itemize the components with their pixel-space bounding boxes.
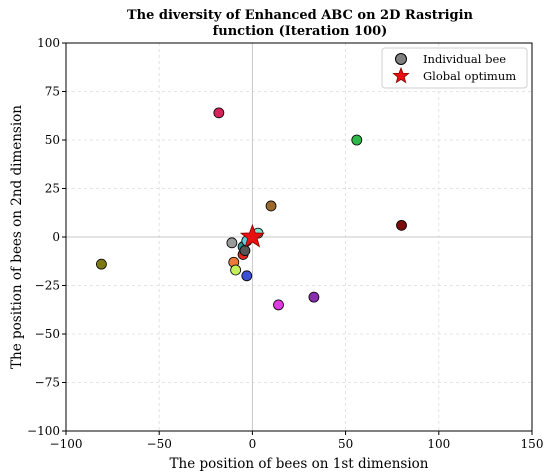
bee-point bbox=[308, 291, 320, 303]
bee-point bbox=[396, 219, 407, 231]
x-tick-label: −100 bbox=[50, 437, 83, 451]
legend-optimum-marker bbox=[392, 66, 410, 84]
bee-points bbox=[96, 107, 407, 311]
x-tick-label: −50 bbox=[147, 437, 172, 451]
global-optimum-star bbox=[239, 223, 265, 248]
bee-point bbox=[351, 134, 363, 146]
x-axis-ticks: −100 −50 0 50 100 150 bbox=[50, 431, 544, 451]
x-tick-label: 100 bbox=[427, 437, 450, 451]
legend: Individual bee Global optimum bbox=[381, 47, 528, 89]
y-tick-label: −25 bbox=[35, 279, 60, 293]
y-tick-label: −50 bbox=[35, 327, 60, 341]
legend-optimum-label: Global optimum bbox=[423, 69, 516, 83]
bee-point bbox=[273, 299, 284, 311]
bee-point bbox=[213, 107, 225, 119]
y-tick-label: −75 bbox=[35, 376, 60, 390]
legend-bee-marker bbox=[395, 53, 407, 65]
y-tick-label: 0 bbox=[52, 230, 60, 244]
x-tick-label: 0 bbox=[249, 437, 257, 451]
y-tick-label: 100 bbox=[37, 36, 60, 50]
y-axis-label: The position of bees on 2nd dimension bbox=[9, 105, 25, 369]
zero-reference-lines bbox=[66, 43, 532, 431]
chart-title-line-1: The diversity of Enhanced ABC on 2D Rast… bbox=[127, 8, 474, 23]
y-tick-label: 25 bbox=[45, 182, 60, 196]
bee-point bbox=[265, 200, 277, 212]
y-tick-label: 50 bbox=[45, 133, 60, 147]
y-tick-label: −100 bbox=[27, 424, 60, 438]
bee-point bbox=[226, 237, 238, 249]
y-tick-label: 75 bbox=[45, 85, 60, 99]
legend-box bbox=[381, 47, 528, 89]
y-axis-ticks: −100 −75 −50 −25 0 25 50 75 100 bbox=[27, 36, 66, 438]
legend-bee-label: Individual bee bbox=[423, 52, 506, 66]
x-axis-label: The position of bees on 1st dimension bbox=[170, 456, 429, 472]
bee-point bbox=[241, 270, 253, 282]
bee-point bbox=[239, 245, 251, 256]
x-tick-label: 50 bbox=[338, 437, 353, 451]
x-tick-label: 150 bbox=[521, 437, 544, 451]
bee-point bbox=[230, 264, 242, 276]
bee-point bbox=[96, 258, 107, 270]
global-optimum-marker bbox=[239, 223, 265, 248]
chart-title-line-2: function (Iteration 100) bbox=[213, 24, 388, 39]
